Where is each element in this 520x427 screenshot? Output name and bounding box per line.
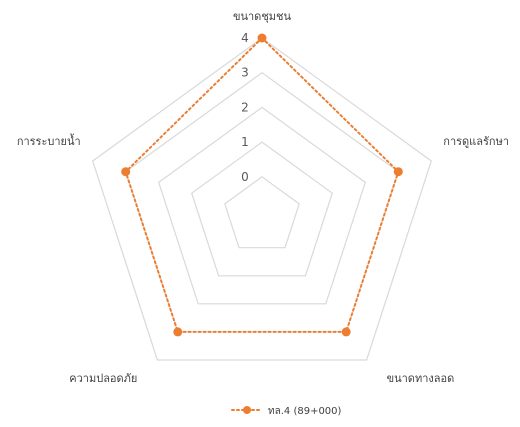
legend-marker-0 xyxy=(243,406,251,414)
series-line-0 xyxy=(124,36,400,333)
legend[interactable]: ทล.4 (89+000) xyxy=(231,406,342,417)
grid-ring-4 xyxy=(91,37,433,361)
grid-ring-2 xyxy=(157,106,367,305)
data-point-0-3[interactable] xyxy=(173,327,183,337)
grid-layer xyxy=(91,37,433,361)
category-label-1: การดูแลรักษา xyxy=(443,135,509,148)
data-point-0-4[interactable] xyxy=(121,167,131,177)
legend-label-0: ทล.4 (89+000) xyxy=(268,406,342,417)
tick-label-3: 3 xyxy=(241,66,249,80)
series-layer xyxy=(121,33,403,337)
data-point-0-0[interactable] xyxy=(257,33,267,43)
tick-label-4: 4 xyxy=(241,31,249,45)
tick-label-2: 2 xyxy=(241,100,249,114)
grid-ring-1 xyxy=(190,141,334,277)
data-point-0-1[interactable] xyxy=(393,167,403,177)
tick-label-1: 1 xyxy=(241,135,249,149)
grid-ring-3 xyxy=(124,71,400,333)
category-label-0: ขนาดชุมชน xyxy=(233,10,292,23)
tick-label-layer: 0 1 2 3 4 xyxy=(241,31,249,184)
tick-label-0: 0 xyxy=(241,170,249,184)
category-label-2: ขนาดทางลอด xyxy=(387,372,455,385)
data-point-0-2[interactable] xyxy=(341,327,351,337)
grid-ring-0 xyxy=(224,176,300,249)
category-label-4: การระบายน้ำ xyxy=(17,133,81,148)
category-label-3: ความปลอดภัย xyxy=(69,372,137,385)
